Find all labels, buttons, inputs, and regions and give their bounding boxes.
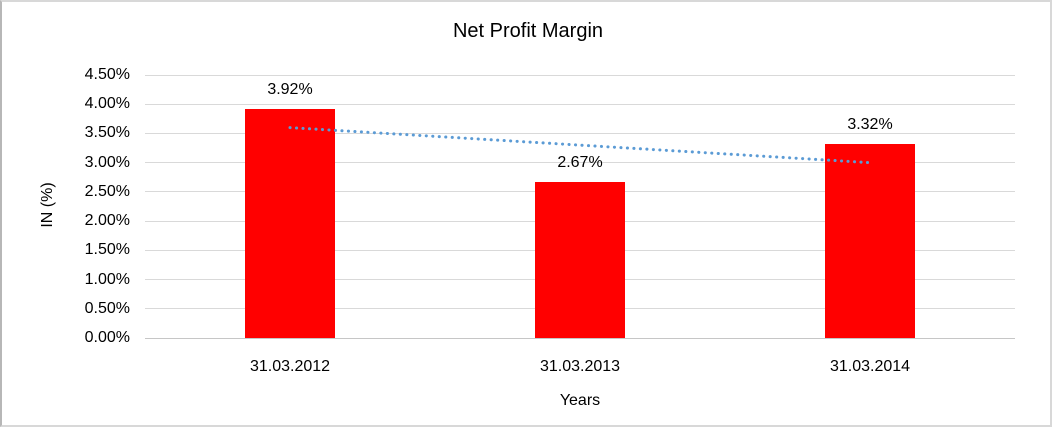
chart-title: Net Profit Margin: [452, 20, 604, 42]
x-axis-line: [145, 337, 1015, 339]
y-gridline: [145, 103, 1015, 105]
y-tick-label: 2.50%: [84, 182, 130, 200]
y-tick-label: 0.50%: [84, 299, 130, 317]
bar-data-label: 3.32%: [847, 115, 893, 133]
bar-data-label: 2.67%: [557, 153, 603, 171]
y-gridline: [145, 74, 1015, 76]
x-category-label: 31.03.2013: [539, 358, 621, 375]
y-tick-label: 3.00%: [84, 153, 130, 171]
x-category-label: 31.03.2012: [249, 358, 331, 375]
y-tick-label: 1.50%: [84, 241, 130, 259]
y-tick-label: 4.00%: [84, 95, 130, 113]
y-tick-label: 2.00%: [84, 212, 130, 230]
y-tick-label: 4.50%: [84, 66, 130, 83]
x-axis-title: Years: [559, 392, 601, 409]
y-tick-label: 1.00%: [84, 270, 130, 288]
bar-31.03.2014: [825, 143, 915, 338]
y-tick-label: 3.50%: [84, 124, 130, 142]
y-tick-label: 0.00%: [84, 329, 130, 346]
x-category-label: 31.03.2014: [829, 358, 911, 375]
y-axis-title: IN (%): [39, 182, 56, 228]
bar-data-label: 3.92%: [267, 80, 313, 98]
bar-31.03.2013: [535, 181, 625, 338]
bar-31.03.2012: [245, 108, 335, 338]
